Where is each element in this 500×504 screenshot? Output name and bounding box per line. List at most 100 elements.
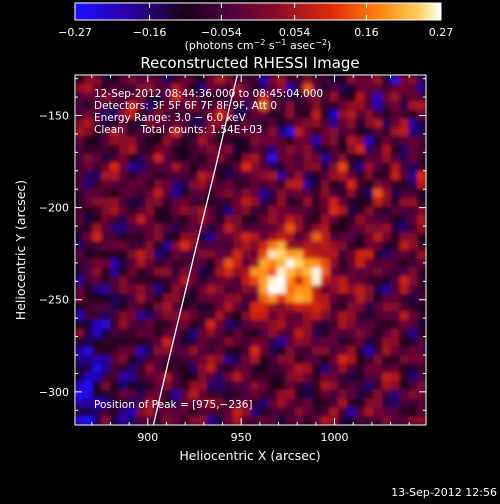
heatmap-cell [180,381,190,391]
heatmap-cell [320,197,331,207]
heatmap-cell [311,223,322,234]
heatmap-cell [153,258,164,269]
heatmap-cell [408,250,418,260]
heatmap-cell [417,416,426,425]
heatmap-cell [294,302,304,312]
heatmap-cell [127,223,138,234]
heatmap-cell [136,75,146,85]
heatmap-cell [311,407,322,417]
heatmap-cell [153,162,164,172]
heatmap-cell [294,398,304,409]
heatmap-cell [390,250,401,260]
heatmap-cell [83,223,94,234]
heatmap-cell [127,118,138,129]
heatmap-cell [127,250,138,260]
heatmap-cell [241,346,252,356]
heatmap-cell [303,110,313,120]
heatmap-cell [408,276,418,286]
heatmap-cell [232,118,243,129]
heatmap-cell [276,145,287,155]
heatmap-cell [329,398,339,409]
heatmap-cell [127,127,138,137]
heatmap-cell [382,101,392,111]
heatmap-cell [171,127,181,137]
heatmap-cell [338,171,348,181]
heatmap-cell [92,398,102,409]
heatmap-cell [259,215,269,225]
heatmap-cell [303,355,313,365]
heatmap-cell [215,293,225,304]
heatmap-cell [408,75,418,85]
heatmap-cell [171,206,181,216]
heatmap-cell [303,223,313,234]
heatmap-cell [417,250,426,260]
heatmap-cell [75,285,85,295]
heatmap-cell [268,276,278,286]
heatmap-cell [162,407,173,417]
heatmap-cell [83,328,94,339]
heatmap-cell [311,285,322,295]
heatmap-cell [189,127,199,137]
heatmap-cell [153,215,164,225]
heatmap-cell [399,188,410,199]
heatmap-cell [127,232,138,242]
heatmap-cell [215,223,225,234]
heatmap-cell [127,258,138,269]
heatmap-cell [232,206,243,216]
heatmap-cell [259,136,269,146]
heatmap-cell [417,153,426,164]
heatmap-cell [153,118,164,129]
heatmap-cell [162,127,173,137]
heatmap-cell [127,162,138,172]
heatmap-cell [189,215,199,225]
heatmap-cell [329,258,339,269]
heatmap-cell [382,188,392,199]
heatmap-cell [162,136,173,146]
heatmap-cell [197,372,208,382]
heatmap-cell [373,302,383,312]
heatmap-cell [417,293,426,304]
heatmap-cell [355,407,366,417]
heatmap-cell [232,197,243,207]
heatmap-cell [408,127,418,137]
heatmap-cell [232,162,243,172]
heatmap-cell [145,390,155,400]
heatmap-cell [259,346,269,356]
heatmap-cell [408,232,418,242]
heatmap-cell [145,223,155,234]
heatmap-cell [189,206,199,216]
heatmap-cell [153,188,164,199]
heatmap-cell [180,180,190,190]
heatmap-cell [241,232,252,242]
heatmap-cell [390,285,401,295]
heatmap-cell [250,171,260,181]
heatmap-cell [285,355,295,365]
heatmap-cell [171,346,181,356]
heatmap-cell [364,223,374,234]
heatmap-cell [224,136,234,146]
heatmap-cell [110,188,120,199]
heatmap-cell [75,101,85,111]
heatmap-cell [110,293,120,304]
heatmap-cell [417,197,426,207]
heatmap-cell [399,241,410,251]
heatmap-cell [83,232,94,242]
heatmap-cell [224,320,234,330]
heatmap-cell [83,285,94,295]
heatmap-cell [294,337,304,347]
heatmap-cell [206,127,217,137]
heatmap-cell [206,83,217,94]
heatmap-cell [294,110,304,120]
heatmap-cell [83,197,94,207]
heatmap-cell [303,101,313,111]
heatmap-cell [171,232,181,242]
heatmap-cell [224,153,234,164]
heatmap-cell [110,328,120,339]
heatmap-cell [162,232,173,242]
heatmap-cell [101,381,111,391]
heatmap-cell [285,416,295,425]
heatmap-cell [294,250,304,260]
heatmap-cell [259,390,269,400]
heatmap-cell [285,92,295,102]
heatmap-cell [197,311,208,321]
